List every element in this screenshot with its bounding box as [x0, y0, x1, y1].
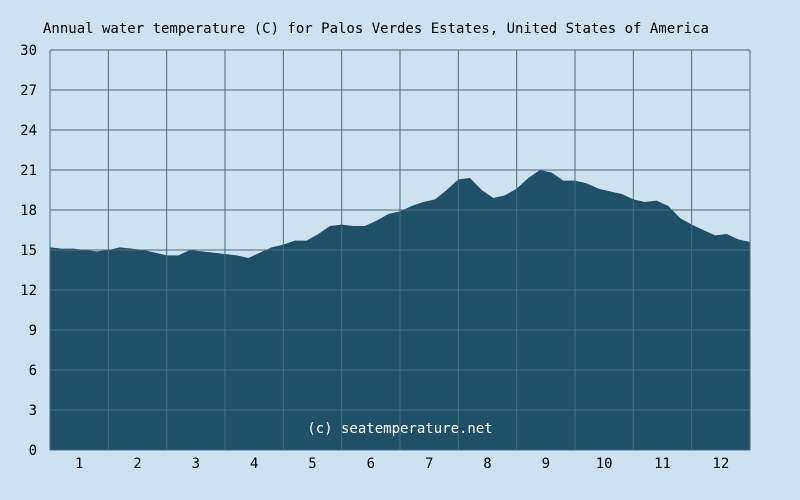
x-tick-label: 8	[483, 456, 491, 472]
x-tick-label: 2	[133, 456, 141, 472]
y-tick-label: 0	[29, 443, 37, 459]
y-tick-label: 15	[20, 243, 37, 259]
x-tick-label: 4	[250, 456, 258, 472]
y-tick-label: 12	[20, 283, 37, 299]
y-tick-label: 9	[29, 323, 37, 339]
x-tick-label: 5	[308, 456, 316, 472]
x-tick-label: 9	[542, 456, 550, 472]
x-tick-label: 1	[75, 456, 83, 472]
credit-text: (c) seatemperature.net	[307, 421, 492, 437]
x-tick-label: 3	[192, 456, 200, 472]
y-tick-label: 30	[20, 43, 37, 59]
y-tick-label: 18	[20, 203, 37, 219]
chart-title: Annual water temperature (C) for Palos V…	[43, 21, 709, 37]
y-tick-label: 21	[20, 163, 37, 179]
x-tick-label: 12	[712, 456, 729, 472]
y-tick-label: 3	[29, 403, 37, 419]
y-tick-label: 6	[29, 363, 37, 379]
x-tick-label: 7	[425, 456, 433, 472]
y-tick-label: 27	[20, 83, 37, 99]
y-tick-label: 24	[20, 123, 37, 139]
x-tick-label: 6	[367, 456, 375, 472]
x-tick-label: 11	[654, 456, 671, 472]
x-tick-label: 10	[596, 456, 613, 472]
